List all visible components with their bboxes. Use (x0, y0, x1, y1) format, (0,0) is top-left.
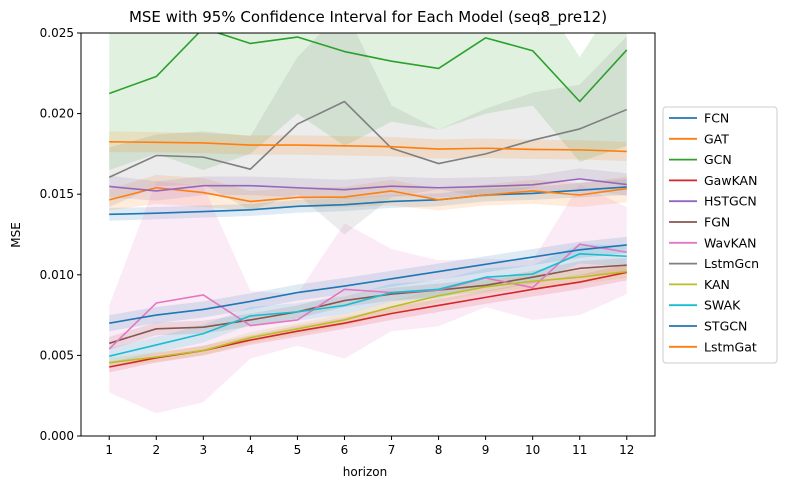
series-line-swak (109, 253, 627, 357)
x-tick-label: 6 (341, 443, 349, 457)
ci-band-lstmgcn (109, 33, 627, 235)
x-tick-label: 10 (525, 443, 540, 457)
series-lines (108, 33, 628, 368)
x-tick-label: 9 (482, 443, 490, 457)
x-axis-label: horizon (343, 465, 387, 479)
plot-frame (80, 32, 656, 437)
y-tick-label: 0.010 (40, 268, 74, 282)
ci-band-gcn (109, 33, 627, 171)
y-axis-label: MSE (9, 222, 23, 248)
legend-label-wavkan: WavKAN (704, 235, 757, 250)
y-axis-ticks: 0.000 0.005 0.010 0.015 0.020 0.025 (40, 26, 81, 443)
x-tick-label: 1 (105, 443, 113, 457)
series-line-hstgcn (109, 178, 627, 192)
ci-band-gat (109, 174, 627, 211)
legend-label-swak: SWAK (704, 298, 741, 313)
x-tick-label: 4 (247, 443, 255, 457)
series-line-lstmgat (109, 141, 627, 153)
series-line-fgn (108, 264, 627, 345)
x-tick-label: 7 (388, 443, 396, 457)
ci-band-swak (109, 244, 627, 365)
x-tick-label: 5 (294, 443, 302, 457)
x-axis-ticks: 1 2 3 4 5 6 7 8 9 10 11 12 (105, 436, 634, 457)
series-line-gat (109, 186, 627, 203)
series-line-stgcn (109, 244, 627, 324)
legend-label-gawkan: GawKAN (704, 173, 757, 188)
series-line-fcn (109, 186, 627, 216)
legend-label-lstmgat: LstmGat (704, 339, 757, 354)
y-tick-label: 0.000 (40, 429, 74, 443)
legend-label-gcn: GCN (704, 152, 732, 167)
legend-label-kan: KAN (704, 277, 730, 292)
legend-label-fcn: FCN (704, 111, 729, 126)
ci-band-hstgcn (109, 168, 627, 201)
x-tick-label: 11 (572, 443, 587, 457)
series-line-gcn (108, 33, 628, 103)
chart-title: MSE with 95% Confidence Interval for Eac… (129, 8, 607, 27)
legend-label-stgcn: STGCN (704, 319, 747, 334)
series-line-kan (109, 270, 627, 364)
legend-label-fgn: FGN (704, 215, 730, 230)
y-tick-label: 0.005 (40, 348, 74, 362)
x-tick-label: 12 (619, 443, 634, 457)
legend: FCN GAT GCN GawKAN HSTGCN FGN WavKAN LstmGcn KAN… (662, 106, 778, 364)
legend-label-lstmgcn: LstmGcn (704, 256, 759, 271)
x-tick-label: 8 (435, 443, 443, 457)
x-tick-label: 3 (200, 443, 208, 457)
series-line-lstmgcn (108, 100, 628, 178)
ci-band-stgcn (109, 236, 627, 332)
y-tick-label: 0.015 (40, 187, 74, 201)
legend-label-hstgcn: HSTGCN (704, 194, 757, 209)
legend-frame (662, 106, 778, 364)
y-tick-label: 0.020 (40, 107, 74, 121)
confidence-bands (109, 33, 627, 414)
legend-label-gat: GAT (704, 131, 729, 146)
x-tick-label: 2 (152, 443, 160, 457)
y-tick-label: 0.025 (40, 26, 74, 40)
